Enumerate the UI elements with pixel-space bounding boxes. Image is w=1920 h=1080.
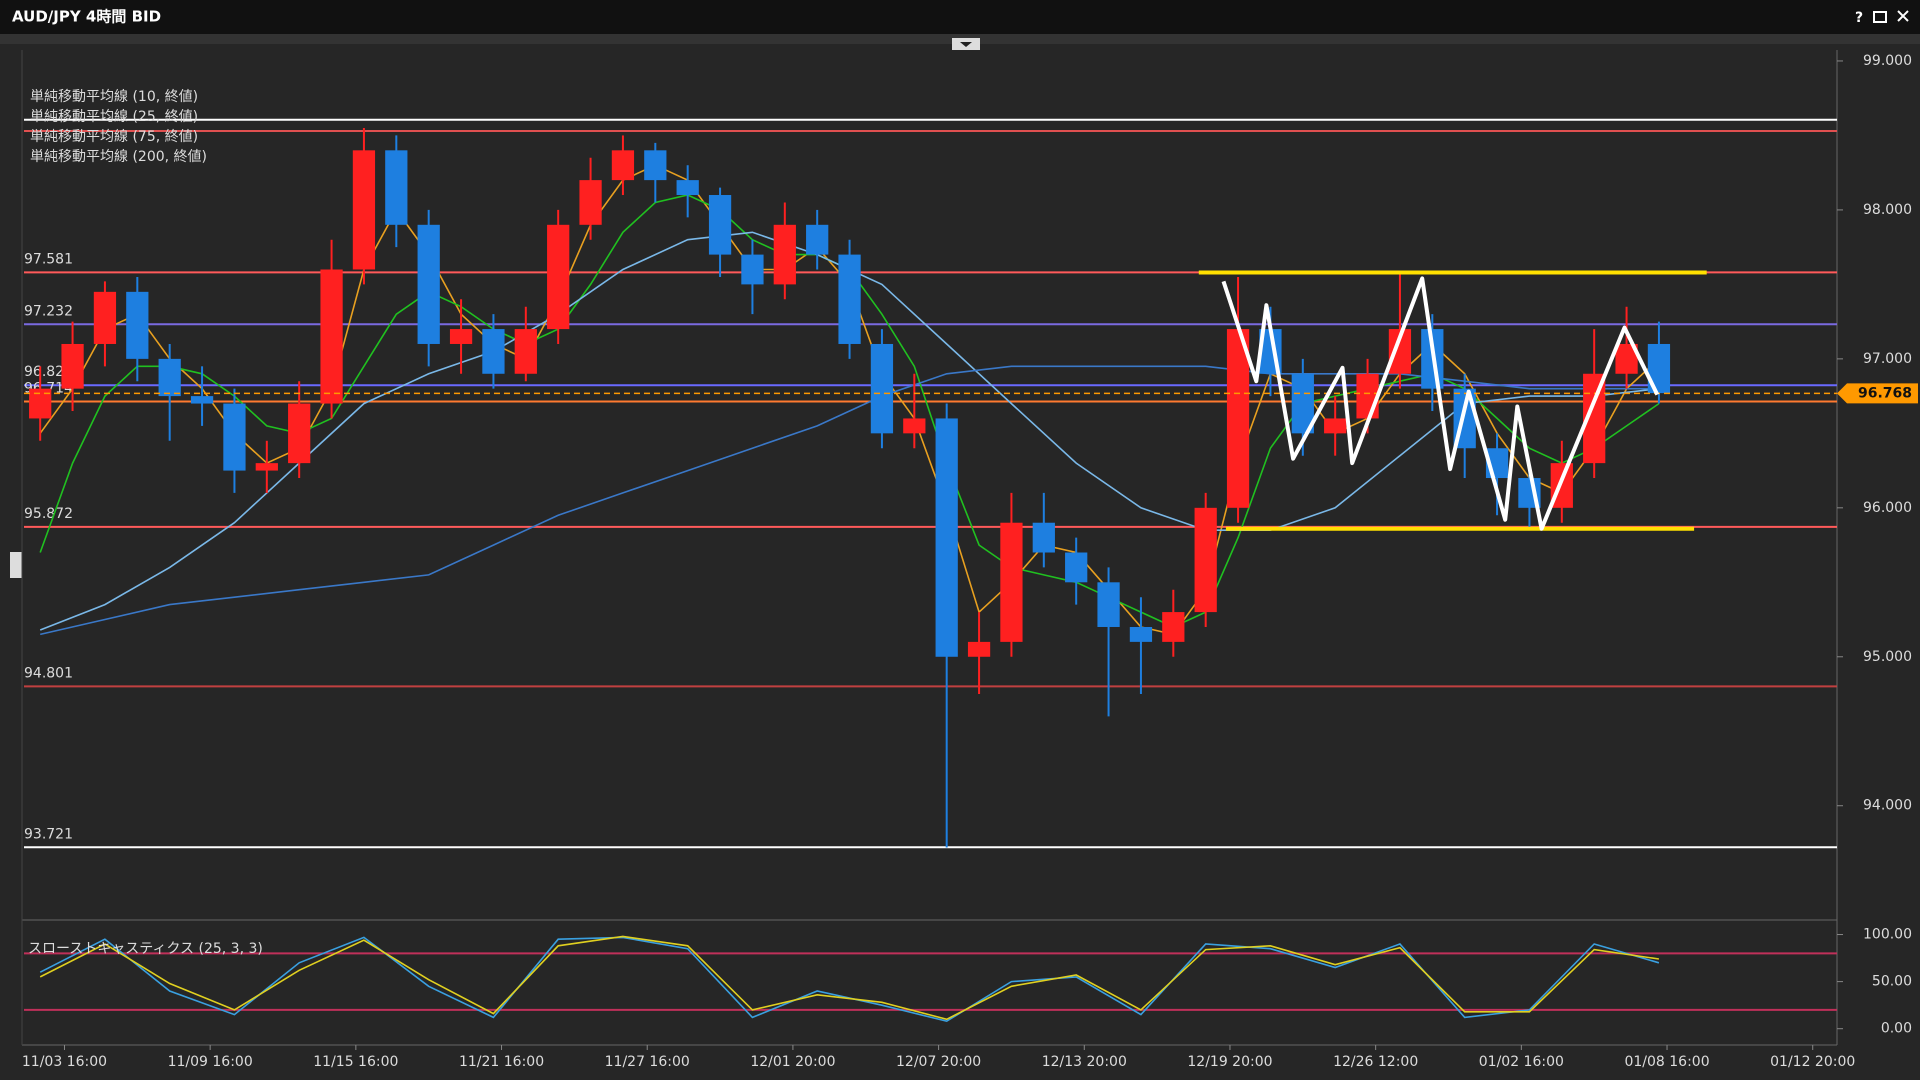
dropdown-arrow [960,42,972,47]
candle-body [1097,582,1120,627]
candle-body [741,254,764,285]
candle-body [967,641,991,657]
y-tick-label: 94.000 [1863,798,1912,814]
candle-body [417,224,440,344]
candle-body [223,403,246,471]
x-tick-label: 11/09 16:00 [168,1054,253,1070]
level-label: 97.232 [24,303,73,319]
x-tick-label: 12/19 20:00 [1187,1054,1272,1070]
candle-body [644,150,667,181]
candle-body [1065,552,1088,583]
candle-body [1162,612,1185,642]
y-tick-label: 100.00 [1863,927,1912,943]
legend-entry: 単純移動平均線 (200, 終値) [30,149,207,165]
level-label: 96.823 [24,364,73,380]
candle-body [838,254,861,344]
x-tick-label: 12/26 12:00 [1333,1054,1418,1070]
candle-body [1324,418,1347,434]
panel-title: スローストキャスティクス (25, 3, 3) [28,941,263,957]
x-tick-label: 12/07 20:00 [896,1054,981,1070]
x-tick-label: 12/01 20:00 [750,1054,835,1070]
candle-body [482,329,505,374]
candle-body [935,418,958,657]
candle-body [385,150,408,225]
maximize-button[interactable] [1873,11,1887,23]
candle-body [1388,329,1412,374]
candle-body [61,343,84,389]
drawing-line [1221,276,1660,531]
candle-body [806,224,829,255]
candle-body [1356,373,1379,419]
candle-body [708,195,732,255]
level-label: 94.801 [24,665,73,681]
x-tick-label: 01/08 16:00 [1624,1054,1709,1070]
side-toggle[interactable] [10,552,22,578]
legend-entry: 単純移動平均線 (25, 終値) [30,109,198,125]
x-tick-label: 12/13 20:00 [1042,1054,1127,1070]
candle-body [1032,522,1055,553]
legend-entry: 単純移動平均線 (10, 終値) [30,89,198,105]
candle-body [1226,329,1250,508]
candle-body [1194,507,1217,613]
window-title: AUD/JPY 4時間 BID [12,8,161,26]
level-label: 93.721 [24,826,73,842]
candle-body [29,388,52,419]
candle-body [126,291,149,359]
candle-body [158,358,181,397]
candle-body [676,180,699,196]
candle-body [579,180,602,225]
candle-body [352,150,376,270]
last-price-box [1837,383,1918,404]
legend-entry: 単純移動平均線 (75, 終値) [30,129,198,145]
y-tick-label: 97.000 [1863,351,1912,367]
indicator-line [40,365,1659,636]
x-tick-label: 01/12 20:00 [1770,1054,1855,1070]
candle-body [870,343,894,434]
y-tick-label: 95.000 [1863,649,1912,665]
x-tick-label: 11/03 16:00 [22,1054,107,1070]
candle-body [1583,373,1606,464]
candle-body [903,418,926,434]
close-button[interactable] [1897,10,1909,22]
x-tick-label: 11/21 16:00 [459,1054,544,1070]
candle-body [1291,373,1314,434]
y-tick-label: 0.00 [1881,1021,1912,1037]
title-bar [0,0,1920,34]
candle-body [255,463,278,471]
y-tick-label: 96.000 [1863,500,1912,516]
level-label: 95.872 [24,506,73,522]
candle-body [190,396,214,404]
candle-body [611,150,635,181]
candle-body [288,403,311,464]
candle-body [1129,626,1153,642]
candle-body [1647,343,1671,394]
candle-body [320,269,343,404]
candle-body [1000,522,1023,642]
x-tick-label: 01/02 16:00 [1479,1054,1564,1070]
candle-body [547,224,570,330]
x-tick-label: 11/27 16:00 [605,1054,690,1070]
candle-body [449,329,473,344]
y-tick-label: 99.000 [1863,53,1912,69]
level-label: 97.581 [24,251,73,267]
candle-body [1615,343,1638,374]
help-button[interactable]: ? [1855,10,1863,26]
y-tick-label: 50.00 [1872,974,1912,990]
indicator-line [39,935,1660,1021]
x-tick-label: 11/15 16:00 [313,1054,398,1070]
last-price-label: 96.768 [1858,385,1912,401]
candle-body [93,291,117,344]
candle-body [514,329,537,374]
y-tick-label: 98.000 [1863,202,1912,218]
candle-body [773,224,796,285]
